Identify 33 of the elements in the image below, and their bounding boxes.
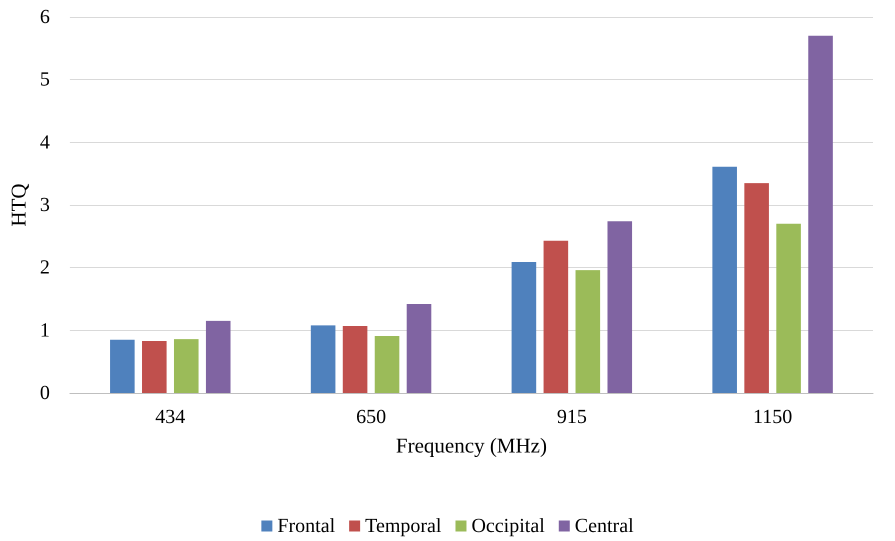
bar [406, 304, 432, 393]
bar [206, 320, 231, 393]
legend-label: Central [574, 515, 634, 537]
bar [512, 262, 536, 393]
y-tick-label: 0 [40, 382, 50, 404]
bar [310, 325, 336, 393]
y-axis-title: HTQ [6, 183, 30, 227]
y-tick-label: 3 [40, 194, 50, 216]
x-tick-label: 434 [155, 406, 186, 428]
bar [174, 339, 199, 393]
bar [607, 221, 632, 393]
bar [110, 340, 135, 393]
x-tick-label: 1150 [752, 406, 792, 428]
y-tick-label: 5 [40, 68, 50, 91]
x-tick-label: 915 [556, 406, 587, 428]
y-tick-label: 1 [40, 319, 50, 342]
x-tick-label: 650 [356, 406, 386, 428]
legend-label: Temporal [365, 515, 442, 537]
y-tick-label: 4 [40, 131, 50, 154]
bar [374, 336, 400, 393]
bar [576, 270, 600, 393]
bar [744, 183, 769, 393]
bar [776, 224, 801, 393]
legend-label: Occipital [471, 515, 546, 537]
bar [342, 326, 368, 393]
bar [808, 36, 833, 393]
y-tick-label: 6 [40, 6, 50, 28]
bar [142, 340, 167, 393]
legend-label: Frontal [277, 515, 336, 537]
x-axis-title: Frequency (MHz) [396, 434, 547, 458]
bar [544, 240, 568, 393]
bar [712, 166, 737, 393]
y-tick-label: 2 [40, 256, 50, 279]
